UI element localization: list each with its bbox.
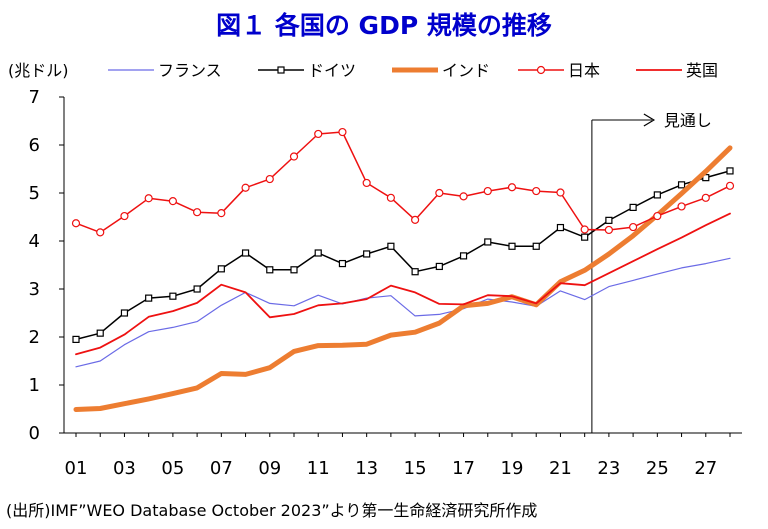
data-point: [653, 191, 661, 199]
data-point: [581, 233, 589, 241]
data-point: [507, 183, 517, 192]
data-point: [241, 183, 250, 192]
data-point: [387, 242, 395, 250]
x-tick-label: 21: [549, 458, 572, 479]
data-point: [629, 203, 637, 211]
data-point: [241, 249, 250, 257]
plot-area: [71, 127, 735, 412]
x-tick-label: 03: [113, 458, 136, 479]
legend-label: インド: [442, 61, 490, 80]
data-point: [726, 167, 734, 175]
y-tick-label: 2: [29, 327, 40, 348]
projection-label: 見通し: [664, 111, 712, 130]
y-tick-label: 1: [29, 375, 40, 396]
data-point: [435, 188, 444, 198]
data-point: [725, 181, 735, 190]
data-point: [411, 215, 420, 224]
x-tick-label: 23: [597, 458, 620, 479]
data-point: [193, 285, 201, 293]
data-point: [290, 266, 298, 274]
x-tick-label: 25: [646, 458, 669, 479]
data-point: [580, 225, 589, 234]
data-point: [411, 268, 419, 276]
data-point: [459, 192, 468, 201]
data-point: [605, 216, 613, 224]
data-point: [362, 178, 371, 188]
x-tick-label: 19: [501, 458, 524, 479]
y-tick-label: 5: [29, 183, 40, 204]
y-tick-label: 3: [29, 279, 40, 300]
legend-label: 日本: [568, 61, 600, 80]
data-point: [508, 242, 516, 250]
y-tick-label: 7: [29, 87, 40, 108]
x-tick-label: 05: [161, 458, 184, 479]
data-point: [314, 129, 323, 139]
data-point: [677, 202, 686, 211]
data-point: [314, 249, 322, 257]
data-point: [484, 238, 492, 246]
data-point: [532, 186, 541, 196]
series-line-1: [75, 170, 731, 341]
data-point: [71, 219, 81, 228]
series-line-3: [75, 131, 731, 234]
data-point: [677, 181, 686, 189]
data-point: [653, 211, 662, 221]
data-point: [556, 223, 565, 232]
legend-label: 英国: [686, 61, 718, 80]
data-point: [289, 152, 299, 161]
y-tick-label: 6: [29, 135, 40, 156]
series-line-2: [73, 145, 733, 412]
data-point: [532, 242, 540, 250]
legend-unit-label: (兆ドル): [8, 61, 69, 80]
data-point: [168, 197, 177, 206]
data-point: [338, 259, 347, 268]
x-tick-label: 17: [452, 458, 475, 479]
x-tick-label: 01: [65, 458, 88, 479]
series-line-4: [75, 212, 731, 356]
chart-title: 図１ 各国の GDP 規模の推移: [216, 11, 552, 40]
data-point: [338, 127, 347, 137]
data-point: [144, 194, 153, 203]
x-tick-label: 27: [694, 458, 717, 479]
series-line-0: [75, 257, 731, 368]
data-point: [483, 186, 492, 196]
data-point: [96, 329, 104, 337]
data-point: [265, 174, 274, 184]
x-tick-label: 13: [355, 458, 378, 479]
data-point: [629, 222, 638, 232]
legend: (兆ドル) フランス ドイツ インド 日本 英国: [8, 61, 718, 80]
data-point: [217, 209, 226, 218]
y-tick-label: 0: [29, 423, 40, 444]
projection-arrow-head: [643, 113, 656, 127]
legend-marker: [277, 66, 285, 74]
data-point: [120, 211, 129, 221]
data-point: [217, 265, 225, 273]
x-tick-label: 07: [210, 458, 233, 479]
data-point: [266, 266, 274, 274]
data-point: [604, 225, 613, 235]
data-point: [363, 250, 371, 258]
data-point: [701, 193, 710, 202]
legend-label: フランス: [158, 61, 222, 80]
data-point: [556, 188, 565, 197]
y-tick-label: 4: [29, 231, 40, 252]
legend-label: ドイツ: [308, 61, 356, 80]
x-tick-label: 15: [404, 458, 427, 479]
data-point: [145, 294, 153, 302]
data-point: [435, 262, 443, 271]
data-point: [459, 252, 468, 260]
data-point: [169, 292, 177, 300]
data-point: [72, 335, 80, 343]
legend-marker: [536, 65, 546, 75]
data-point: [96, 228, 105, 237]
data-point: [120, 309, 129, 317]
x-tick-label: 11: [307, 458, 330, 479]
data-point: [386, 193, 395, 202]
source-note: (出所)IMF”WEO Database October 2023”より第一生命…: [6, 501, 538, 520]
data-point: [193, 208, 202, 217]
x-tick-label: 09: [258, 458, 281, 479]
